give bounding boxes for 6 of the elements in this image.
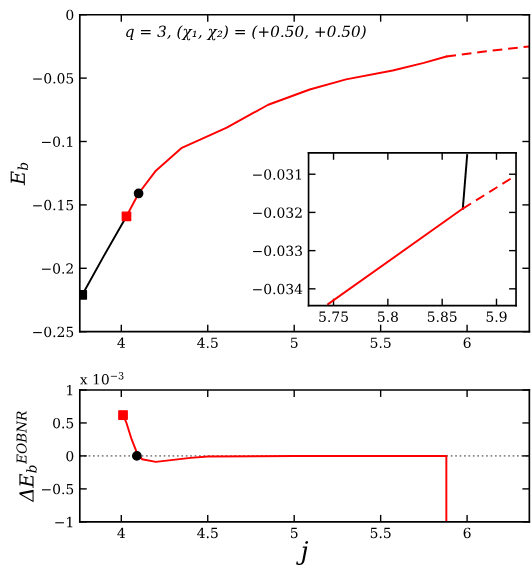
point xyxy=(79,290,88,300)
y-axis-title: E$_{b}$ xyxy=(10,162,29,186)
point xyxy=(133,188,144,199)
y-axis-title: ΔE$_{b}$$^{EOBNR}$ xyxy=(16,411,37,503)
x-axis-title: j xyxy=(296,541,309,566)
point xyxy=(121,211,132,222)
